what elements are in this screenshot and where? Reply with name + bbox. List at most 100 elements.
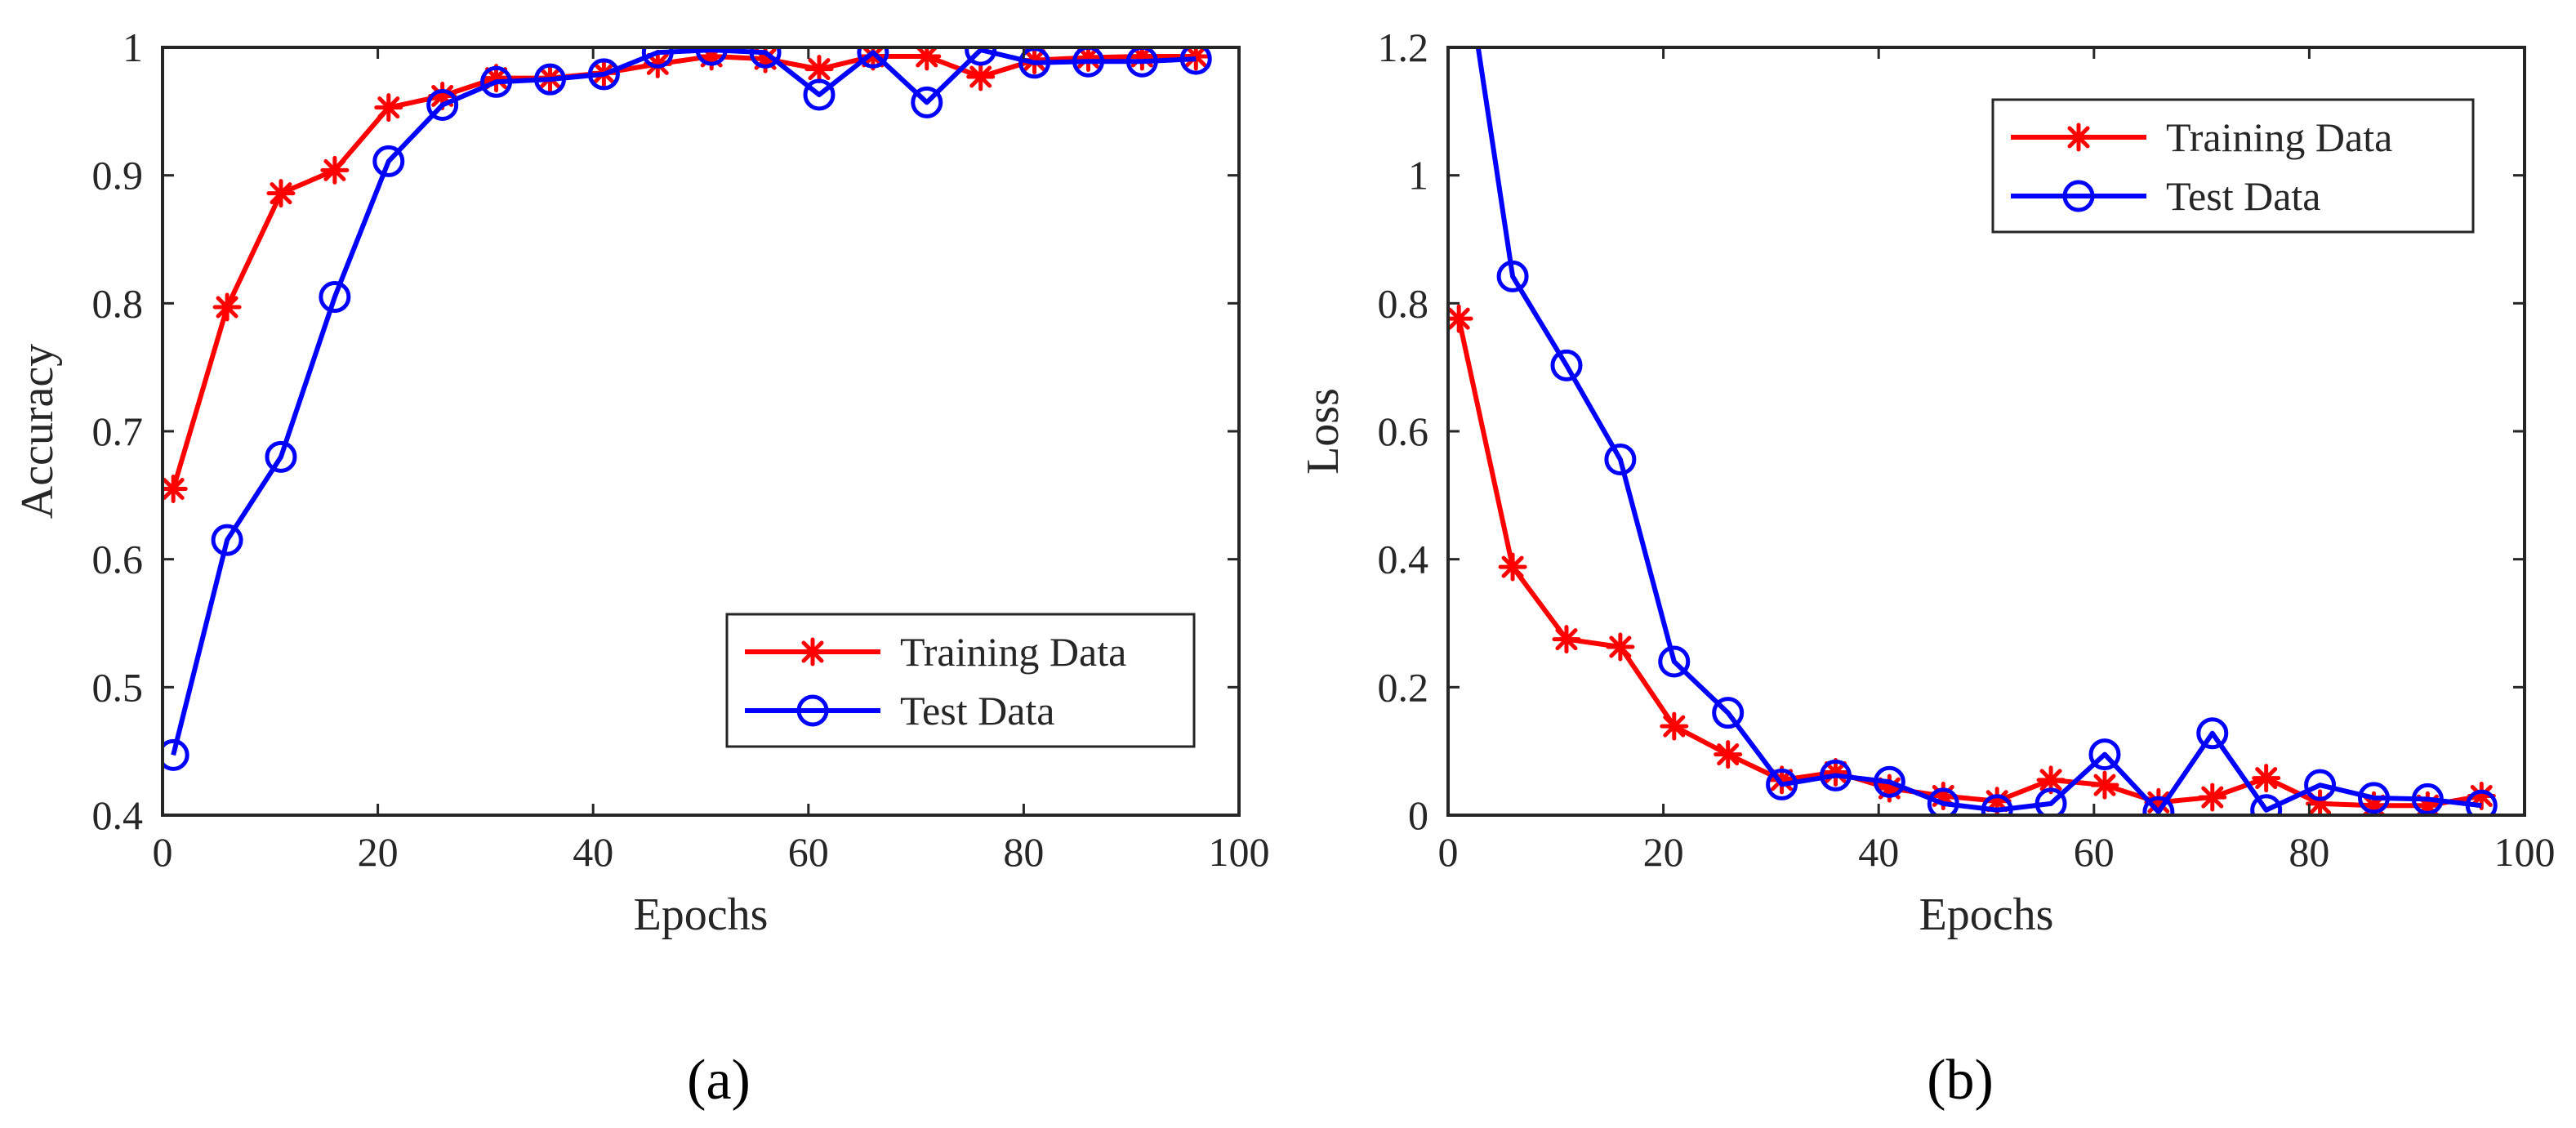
accuracy-legend-marker-shape [798, 637, 827, 667]
accuracy-y-tick-label: 0.8 [92, 280, 144, 326]
accuracy-y-tick-label: 0.9 [92, 153, 144, 198]
accuracy-legend-test-marker [796, 694, 829, 727]
accuracy-training-point [804, 55, 834, 84]
loss-test-point [2035, 787, 2067, 815]
loss-y-tick-label: 0.8 [1378, 280, 1429, 326]
loss-test-point [1550, 349, 1583, 381]
loss-test-point [1712, 697, 1745, 729]
accuracy-test-point [1179, 47, 1212, 75]
accuracy-x-tick-label: 20 [358, 829, 399, 875]
loss-test-point [1873, 765, 1905, 798]
accuracy-y-tick-label: 0.7 [92, 408, 144, 454]
loss-y-tick-label: 1.2 [1378, 25, 1429, 70]
loss-test-line [1475, 47, 2482, 815]
accuracy-training-point [966, 62, 996, 91]
loss-training-line [1456, 318, 2482, 809]
accuracy-y-tick-label: 0.5 [92, 664, 144, 710]
accuracy-test-point [163, 738, 189, 771]
accuracy-test-point [803, 78, 836, 111]
loss-test-point [1496, 260, 1529, 292]
loss-test-point [1927, 787, 1959, 815]
loss-x-tick-label: 80 [2289, 829, 2329, 875]
loss-training-point [1660, 711, 1689, 741]
loss-x-tick-label: 0 [1438, 829, 1459, 875]
accuracy-x-axis-label: Epochs [634, 889, 769, 940]
accuracy-test-point [211, 524, 243, 556]
loss-training-point [1448, 304, 1473, 333]
accuracy-legend-marker-shape [796, 694, 829, 727]
loss-x-tick-label: 40 [1858, 829, 1899, 875]
accuracy-training-point [212, 292, 242, 322]
loss-training-point [1552, 625, 1581, 654]
accuracy-y-tick-label: 0.6 [92, 537, 144, 582]
accuracy-y-tick-label: 0.4 [92, 792, 144, 838]
accuracy-y-axis-label: Accuracy [12, 344, 63, 519]
loss-test-point [1658, 645, 1691, 678]
loss-chart: 0 20 40 60 80 100 0 0.2 0.4 0.6 0.8 1 1.2 Epochs Los… [1298, 25, 2556, 1112]
loss-test-point [2304, 769, 2337, 801]
accuracy-test-point [372, 145, 405, 177]
accuracy-test-point [749, 47, 782, 69]
accuracy-training-point [320, 155, 350, 185]
loss-training-point [2252, 764, 2281, 793]
accuracy-test-point [857, 47, 889, 69]
accuracy-test-point [587, 58, 620, 91]
loss-legend-test-marker [2062, 180, 2095, 212]
accuracy-test-point [319, 281, 351, 313]
loss-ticks: 0 20 40 60 80 100 0 0.2 0.4 0.6 0.8 1 1.2 [1378, 25, 2556, 875]
loss-test-point [1766, 768, 1798, 800]
loss-training-point [1498, 552, 1527, 582]
accuracy-test-point [965, 47, 997, 66]
loss-legend-training-marker [2064, 123, 2093, 152]
loss-legend-test-label: Test Data [2166, 173, 2320, 219]
accuracy-test-point [641, 47, 674, 69]
loss-y-tick-label: 0.6 [1378, 408, 1429, 454]
accuracy-test-point [265, 440, 297, 473]
accuracy-x-tick-label: 0 [153, 829, 173, 875]
loss-legend-training-label: Training Data [2166, 114, 2392, 160]
accuracy-legend-test-label: Test Data [900, 688, 1054, 733]
accuracy-series-layer [163, 47, 1212, 771]
loss-training-point [2090, 770, 2119, 800]
loss-test-point [2196, 717, 2229, 750]
loss-training-point [1606, 632, 1635, 662]
loss-y-tick-label: 0.2 [1378, 664, 1429, 710]
loss-legend-marker-shape [2062, 180, 2095, 212]
loss-x-tick-label: 20 [1643, 829, 1684, 875]
loss-test-point [2411, 782, 2444, 815]
loss-test-point [2142, 796, 2175, 815]
loss-y-tick-label: 1 [1408, 153, 1428, 198]
accuracy-training-point [374, 93, 403, 123]
loss-series-layer [1448, 47, 2498, 815]
accuracy-x-tick-label: 100 [1209, 829, 1270, 875]
loss-legend-marker-shape [2064, 123, 2093, 152]
loss-training-point [2198, 782, 2227, 812]
accuracy-test-point [426, 89, 459, 121]
accuracy-chart: 0 20 40 60 80 100 0.4 0.5 0.6 0.7 0.8 0.9 1 Epochs A… [12, 25, 1270, 1112]
accuracy-training-point [163, 475, 188, 503]
accuracy-legend-training-label: Training Data [900, 629, 1126, 675]
loss-training-point [1821, 758, 1850, 787]
loss-training-point [1714, 740, 1743, 769]
accuracy-x-tick-label: 80 [1003, 829, 1044, 875]
accuracy-test-point [480, 65, 513, 98]
loss-legend: Training Data Test Data [1991, 98, 2475, 234]
accuracy-test-line [171, 47, 1197, 756]
loss-y-tick-label: 0.4 [1378, 537, 1429, 582]
accuracy-y-tick-label: 1 [123, 25, 143, 70]
loss-x-tick-label: 60 [2074, 829, 2115, 875]
loss-x-axis-label: Epochs [1919, 889, 2054, 940]
loss-y-tick-label: 0 [1408, 792, 1428, 838]
loss-x-tick-label: 100 [2494, 829, 2556, 875]
accuracy-test-point [533, 63, 566, 96]
loss-test-point [1604, 443, 1637, 475]
accuracy-training-point [266, 179, 296, 208]
loss-test-point [1981, 794, 2013, 815]
loss-test-point [2088, 738, 2121, 771]
loss-panel-caption: (b) [1927, 1049, 1994, 1112]
accuracy-training-line [171, 53, 1197, 490]
accuracy-ticks: 0 20 40 60 80 100 0.4 0.5 0.6 0.7 0.8 0.9 1 [92, 25, 1270, 875]
loss-test-point [1819, 759, 1852, 791]
loss-y-axis-label: Loss [1298, 388, 1348, 475]
accuracy-test-point [911, 86, 943, 118]
